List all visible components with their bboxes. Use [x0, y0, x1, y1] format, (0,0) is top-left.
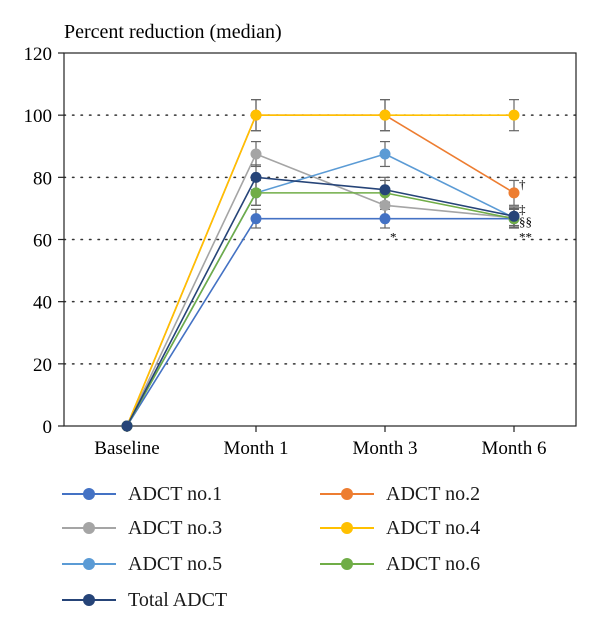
series-line	[126, 153, 515, 427]
data-point	[250, 213, 262, 225]
y-tick-label: 100	[24, 106, 53, 127]
significance-mark: †	[519, 177, 526, 192]
series-line	[126, 114, 514, 427]
data-point	[121, 420, 133, 432]
significance-mark: ‡	[519, 201, 526, 216]
data-point	[379, 184, 391, 196]
y-tick-label: 40	[33, 293, 52, 314]
data-point	[508, 187, 520, 199]
y-tick-label: 20	[33, 355, 52, 376]
data-point	[379, 199, 391, 211]
significance-mark: §§	[519, 214, 532, 229]
series-line	[126, 176, 515, 427]
x-tick-label: Month 6	[482, 438, 547, 459]
chart-title: Percent reduction (median)	[64, 21, 282, 43]
gridlines	[63, 114, 577, 365]
x-tick-label: Month 1	[224, 438, 289, 459]
data-point	[379, 109, 391, 121]
series-line	[126, 153, 515, 427]
axes: 0 20 40 60 80 100 120 Baseline Month 1 Month 3 Mon…	[24, 44, 577, 459]
data-point	[250, 171, 262, 183]
data-point	[379, 213, 391, 225]
data-point	[250, 109, 262, 121]
series-layer	[121, 99, 520, 432]
data-point	[508, 109, 520, 121]
x-tick-label: Baseline	[94, 438, 159, 459]
series-line	[126, 217, 514, 427]
significance-mark: **	[519, 229, 532, 244]
significance-mark: *	[390, 229, 397, 244]
y-tick-label: 60	[33, 231, 52, 252]
data-point	[379, 148, 391, 160]
annotations: * † ‡§§**	[390, 177, 532, 245]
data-point	[508, 210, 520, 222]
y-tick-label: 0	[43, 417, 53, 438]
y-tick-label: 80	[33, 168, 52, 189]
data-point	[250, 187, 262, 199]
series-line	[126, 114, 515, 427]
x-tick-label: Month 3	[353, 438, 418, 459]
data-point	[250, 148, 262, 160]
y-tick-label: 120	[24, 44, 53, 65]
series-line	[126, 192, 515, 427]
